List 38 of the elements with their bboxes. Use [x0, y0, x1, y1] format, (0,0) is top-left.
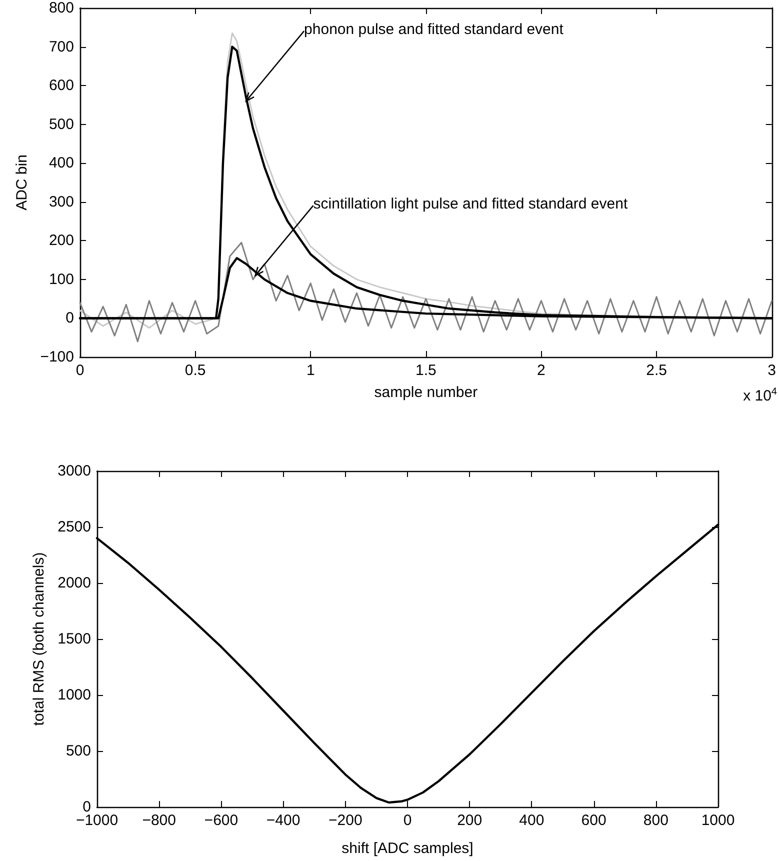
x-axis-title: sample number: [374, 384, 478, 401]
y-tick-label: 600: [48, 77, 74, 94]
y-tick-label: 0: [66, 310, 74, 327]
x-tick-label: 1: [306, 362, 315, 379]
y-axis-title: total RMS (both channels): [30, 552, 48, 726]
y-tick-label: 1000: [58, 686, 91, 704]
x-tick-label: 600: [581, 812, 606, 829]
x-tick-label: −400: [266, 812, 300, 829]
x-tick-label: 2: [537, 362, 546, 379]
x-tick-label: 2.5: [646, 362, 667, 379]
y-axis-title: ADC bin: [13, 154, 30, 210]
y-tick-label: 500: [48, 116, 74, 133]
y-tick-label: 3000: [58, 462, 91, 480]
x-tick-label: −200: [328, 812, 362, 829]
x-tick-label: 1.5: [415, 362, 436, 379]
x-tick-label: 1000: [701, 812, 735, 829]
y-tick-label: −100: [40, 348, 74, 366]
annotation: phonon pulse and fitted standard event: [304, 21, 564, 38]
y-tick-label: 300: [48, 193, 74, 210]
x-tick-label: −800: [142, 812, 176, 829]
y-tick-label: 1500: [58, 630, 91, 648]
y-tick-label: 800: [48, 0, 74, 16]
y-tick-label: 700: [48, 38, 74, 56]
x-tick-label: 3: [768, 362, 776, 379]
x-tick-label: 0: [403, 812, 412, 829]
y-tick-label: 2000: [58, 574, 91, 592]
annotation: scintillation light pulse and fitted standard event: [313, 196, 628, 213]
x-tick-label: 800: [643, 812, 668, 829]
x-tick-label: 0.5: [184, 362, 206, 379]
y-tick-label: 500: [66, 742, 91, 760]
y-tick-label: 400: [48, 154, 74, 172]
y-tick-label: 2500: [58, 518, 91, 536]
x-tick-label: −600: [204, 812, 238, 829]
y-tick-label: 100: [48, 270, 74, 288]
x-tick-label: 200: [457, 812, 482, 829]
x-axis-title: shift [ADC samples]: [342, 840, 474, 857]
x-tick-label: 400: [519, 812, 544, 829]
y-tick-label: 200: [48, 232, 74, 250]
